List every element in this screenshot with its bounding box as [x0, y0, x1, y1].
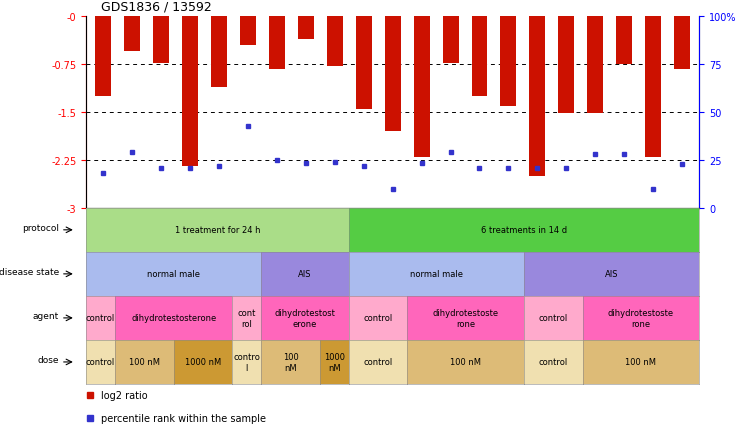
- Text: 100 nM: 100 nM: [129, 358, 160, 367]
- Bar: [211, 17, 227, 87]
- Bar: [414, 17, 429, 158]
- Bar: [240, 17, 256, 46]
- Bar: [645, 17, 661, 158]
- Bar: [183, 17, 198, 167]
- Bar: [530, 17, 545, 177]
- Text: 100 nM: 100 nM: [625, 358, 657, 367]
- Bar: [471, 17, 488, 97]
- Bar: [153, 17, 169, 64]
- Bar: [96, 17, 111, 97]
- Text: log2 ratio: log2 ratio: [101, 391, 147, 401]
- Text: control: control: [539, 358, 568, 367]
- Text: percentile rank within the sample: percentile rank within the sample: [101, 413, 266, 423]
- Text: AIS: AIS: [298, 270, 312, 279]
- Bar: [124, 17, 141, 53]
- Text: control: control: [364, 314, 393, 322]
- Bar: [587, 17, 603, 114]
- Text: dihydrotestost
erone: dihydrotestost erone: [275, 309, 336, 328]
- Text: agent: agent: [33, 312, 59, 320]
- Bar: [269, 17, 285, 69]
- Text: GDS1836 / 13592: GDS1836 / 13592: [101, 0, 212, 13]
- Text: normal male: normal male: [410, 270, 463, 279]
- Bar: [500, 17, 516, 106]
- Text: control: control: [86, 314, 115, 322]
- Text: dose: dose: [37, 355, 59, 365]
- Text: dihydrotestoste
rone: dihydrotestoste rone: [608, 309, 674, 328]
- Text: 1000
nM: 1000 nM: [324, 352, 345, 372]
- Bar: [558, 17, 574, 114]
- Text: 1 treatment for 24 h: 1 treatment for 24 h: [175, 226, 260, 235]
- Text: 6 treatments in 14 d: 6 treatments in 14 d: [481, 226, 567, 235]
- Text: normal male: normal male: [147, 270, 200, 279]
- Text: AIS: AIS: [605, 270, 619, 279]
- Bar: [674, 17, 690, 69]
- Bar: [356, 17, 372, 110]
- Text: control: control: [364, 358, 393, 367]
- Text: 1000 nM: 1000 nM: [185, 358, 221, 367]
- Text: dihydrotestosterone: dihydrotestosterone: [131, 314, 216, 322]
- Bar: [384, 17, 401, 132]
- Text: control: control: [86, 358, 115, 367]
- Text: dihydrotestoste
rone: dihydrotestoste rone: [432, 309, 499, 328]
- Bar: [327, 17, 343, 67]
- Text: disease state: disease state: [0, 267, 59, 276]
- Text: 100 nM: 100 nM: [450, 358, 481, 367]
- Bar: [443, 17, 459, 64]
- Text: protocol: protocol: [22, 224, 59, 233]
- Bar: [298, 17, 314, 39]
- Text: cont
rol: cont rol: [237, 309, 256, 328]
- Bar: [616, 17, 632, 65]
- Text: contro
l: contro l: [233, 352, 260, 372]
- Text: 100
nM: 100 nM: [283, 352, 298, 372]
- Text: control: control: [539, 314, 568, 322]
